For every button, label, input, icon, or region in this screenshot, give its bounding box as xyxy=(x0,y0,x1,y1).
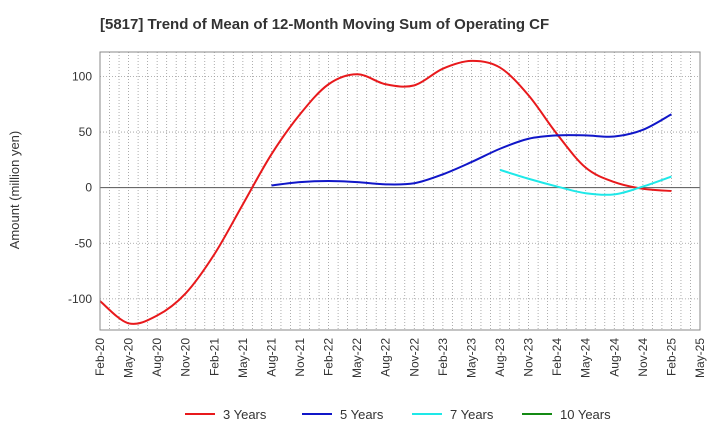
x-tick-label: Nov-20 xyxy=(179,338,193,377)
x-tick-label: Nov-22 xyxy=(407,338,421,377)
legend-label: 3 Years xyxy=(223,407,267,422)
x-tick-label: Feb-24 xyxy=(550,338,564,376)
plot-frame xyxy=(99,51,701,331)
legend-label: 10 Years xyxy=(560,407,611,422)
x-axis-ticks: Feb-20 May-20 Aug-20 Nov-20 Feb-21 May-21 Aug-… xyxy=(93,338,707,378)
x-tick-label: May-25 xyxy=(693,338,707,378)
x-tick-label: Nov-23 xyxy=(522,338,536,377)
x-tick-label: May-23 xyxy=(464,338,478,378)
x-tick-label: Aug-20 xyxy=(150,338,164,377)
series-lines xyxy=(99,59,672,325)
x-tick-label: May-21 xyxy=(236,338,250,378)
x-tick-label: Feb-25 xyxy=(664,338,678,376)
x-tick-label: May-24 xyxy=(579,338,593,378)
legend: 3 Years 5 Years 7 Years 10 Years xyxy=(185,407,611,422)
x-tick-label: Nov-24 xyxy=(636,338,650,377)
y-axis-label: Amount (million yen) xyxy=(7,131,22,250)
chart-title: [5817] Trend of Mean of 12-Month Moving … xyxy=(100,16,549,33)
y-tick-label: -50 xyxy=(75,236,93,250)
x-tick-label: Feb-22 xyxy=(322,338,336,376)
y-tick-label: 0 xyxy=(85,181,92,195)
x-tick-label: Feb-21 xyxy=(207,338,221,376)
x-tick-label: Aug-23 xyxy=(493,338,507,377)
x-tick-label: May-22 xyxy=(350,338,364,378)
x-tick-label: May-20 xyxy=(122,338,136,378)
y-axis-ticks: 100 50 0 -50 -100 xyxy=(68,69,92,305)
x-tick-label: Aug-22 xyxy=(379,338,393,377)
series-line-5-years xyxy=(271,113,672,187)
y-tick-label: 50 xyxy=(79,125,93,139)
x-tick-label: Aug-24 xyxy=(607,338,621,377)
y-tick-label: -100 xyxy=(68,292,92,306)
x-tick-label: Aug-21 xyxy=(264,338,278,377)
x-tick-label: Nov-21 xyxy=(293,338,307,377)
legend-label: 7 Years xyxy=(450,407,494,422)
x-tick-label: Feb-20 xyxy=(93,338,107,376)
series-line-3-years xyxy=(99,59,672,325)
y-tick-label: 100 xyxy=(72,69,92,83)
legend-label: 5 Years xyxy=(340,407,384,422)
x-tick-label: Feb-23 xyxy=(436,338,450,376)
series-line-7-years xyxy=(499,168,672,196)
